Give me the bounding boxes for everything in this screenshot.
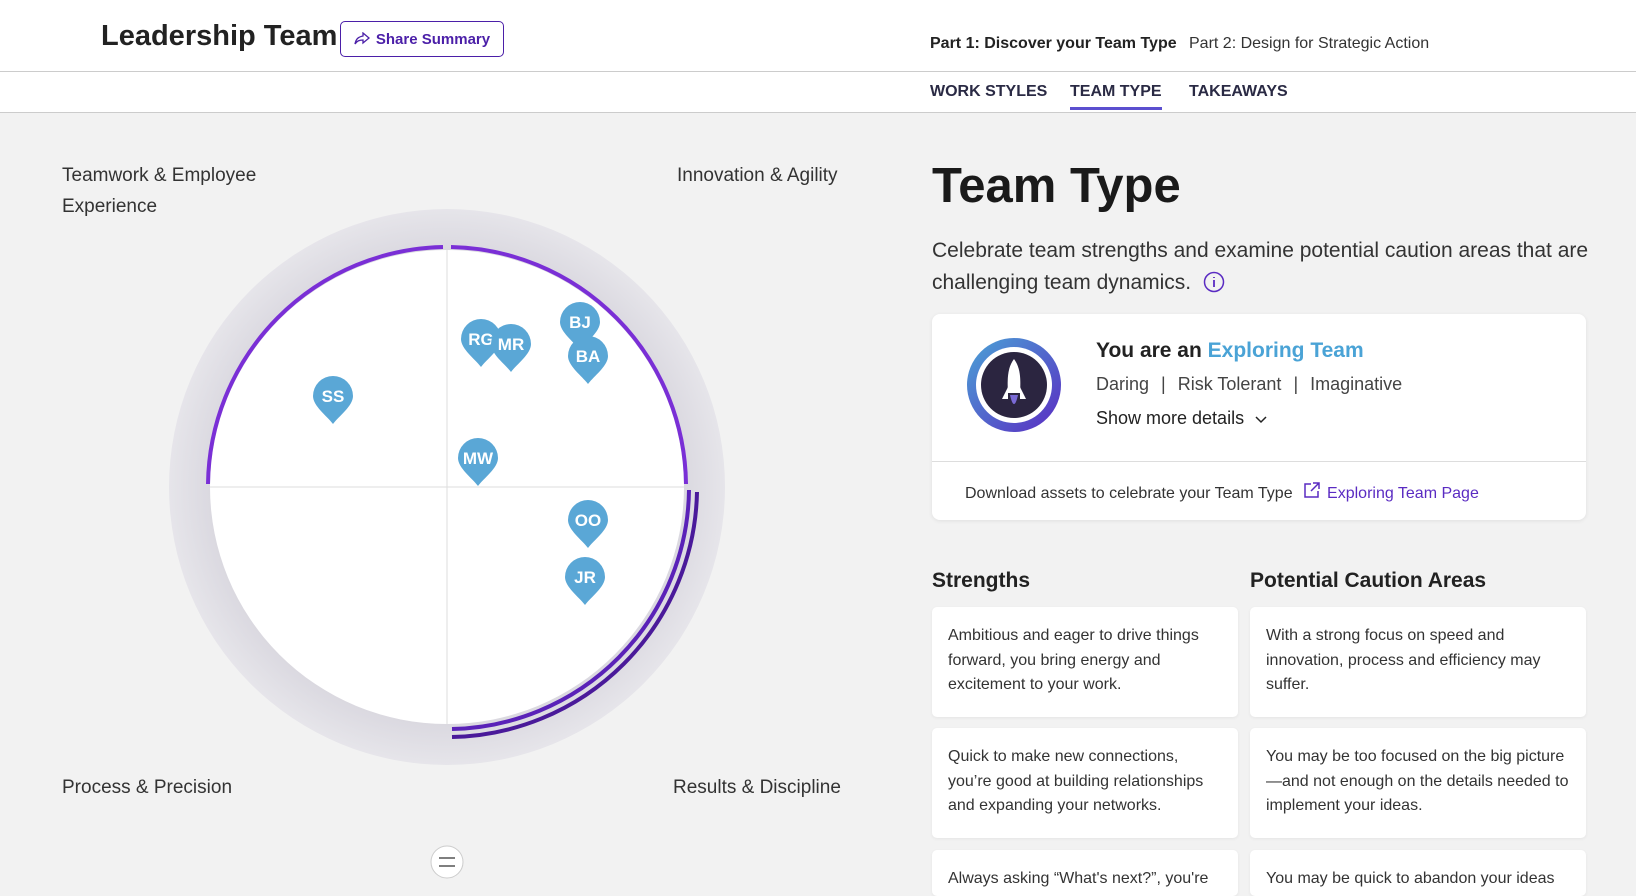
member-pin[interactable]: OO [568, 500, 608, 548]
step-link[interactable]: Part 1: Discover your Team Type [930, 35, 1177, 52]
arc [451, 491, 699, 739]
pin-initials: SS [322, 387, 345, 406]
download-text: Download assets to celebrate your Team T… [965, 485, 1293, 502]
tab[interactable]: TAKEAWAYS [1189, 83, 1288, 100]
trait: Daring [1096, 374, 1150, 394]
arc [450, 245, 688, 485]
show-more[interactable]: Show more details [1096, 408, 1267, 429]
arc [206, 245, 444, 485]
team-name: Exploring Team [1207, 339, 1364, 362]
pin-initials: OO [575, 511, 601, 530]
member-pin[interactable]: SS [313, 376, 353, 424]
pin-initials: MW [463, 449, 494, 468]
show-more-label: Show more details [1096, 408, 1245, 428]
column-heading: Strengths [932, 569, 1031, 592]
member-pin[interactable]: RG [461, 319, 501, 367]
divider [932, 461, 1586, 462]
toggle-icon [439, 857, 455, 867]
member-pin[interactable]: MW [458, 438, 498, 486]
toggle-button[interactable] [430, 845, 464, 879]
share-icon [354, 32, 370, 45]
strength-card: Quick to make new connections, you’re go… [932, 728, 1238, 838]
quadrant-label: Innovation & Agility [677, 165, 838, 186]
team-page-link[interactable]: Exploring Team Page [1327, 485, 1479, 502]
description: Celebrate team strengths and examine pot… [932, 235, 1592, 299]
share-label: Share Summary [375, 30, 491, 48]
pin-initials: BA [576, 347, 601, 366]
arc [451, 489, 691, 731]
external-icon [1304, 482, 1320, 498]
member-pin[interactable]: BA [568, 336, 608, 384]
team-heading: You are an Exploring Team [1096, 339, 1364, 363]
trait: Imaginative [1281, 374, 1402, 394]
team-badge [967, 338, 1061, 432]
pin-initials: RG [468, 330, 494, 349]
step-link[interactable]: Part 2: Design for Strategic Action [1189, 35, 1430, 52]
chevron [1255, 416, 1267, 424]
divider [0, 71, 1636, 72]
header: Leadership Team Share Summary Part 1: Di… [0, 0, 1636, 113]
caution-card: You may be too focused on the big pictur… [1250, 728, 1586, 838]
team-prefix: You are an [1096, 339, 1202, 362]
team-name: Leadership Team [101, 20, 338, 52]
member-pin[interactable]: JR [565, 557, 605, 605]
share-button[interactable]: Share Summary [340, 21, 504, 57]
pin-initials: BJ [569, 313, 591, 332]
tab[interactable]: WORK STYLES [930, 83, 1048, 100]
caution-card: You may be quick to abandon your ideas [1250, 850, 1586, 896]
info-icon[interactable] [1203, 271, 1225, 293]
trait: Risk Tolerant [1149, 374, 1281, 394]
team-card: You are an Exploring Team DaringRisk Tol… [932, 314, 1586, 520]
tab[interactable]: TEAM TYPE [1070, 83, 1162, 110]
strength-card: Always asking “What's next?”, you're [932, 850, 1238, 896]
quadrant-label: Teamwork & Employee Experience [62, 165, 257, 217]
traits: DaringRisk TolerantImaginative [1096, 374, 1402, 395]
quadrant-label: Results & Discipline [673, 777, 841, 798]
member-pin[interactable]: BJ [560, 302, 600, 350]
quadrant-label: Process & Precision [62, 777, 233, 798]
description-text: Celebrate team strengths and examine pot… [932, 239, 1589, 294]
team-map: SS RG MR BJ BA MW OO JR [169, 209, 725, 879]
pin-initials: MR [498, 335, 524, 354]
caution-card: With a strong focus on speed and innovat… [1250, 607, 1586, 717]
download-row: Download assets to celebrate your Team T… [965, 481, 1479, 503]
column-heading: Potential Caution Areas [1250, 569, 1487, 592]
section-title: Team Type [932, 159, 1181, 213]
pin-initials: JR [574, 568, 596, 587]
strength-card: Ambitious and eager to drive things forw… [932, 607, 1238, 717]
member-pin[interactable]: MR [491, 324, 531, 372]
